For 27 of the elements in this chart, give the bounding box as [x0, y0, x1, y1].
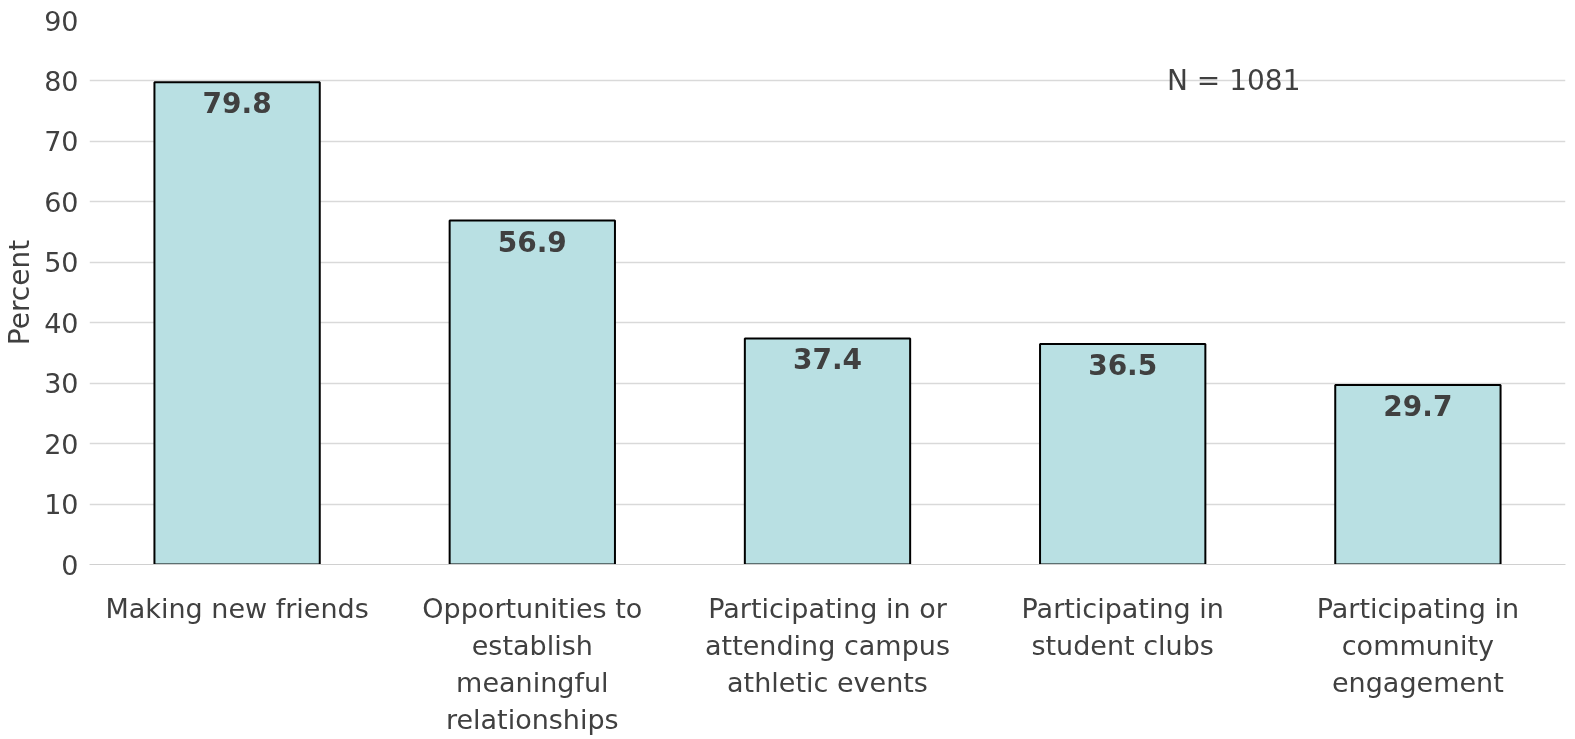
y-tick-label: 60: [44, 186, 79, 218]
y-tick-label: 80: [44, 65, 79, 97]
bar: [743, 337, 912, 565]
data-label: 56.9: [497, 225, 567, 259]
y-tick-label: 90: [44, 5, 79, 37]
y-axis-title: Percent: [3, 239, 37, 346]
bar: [1039, 342, 1207, 565]
data-label: 29.7: [1383, 389, 1453, 423]
annotation: N = 1081: [1166, 63, 1301, 97]
bar: [448, 219, 616, 565]
y-tick-label: 50: [44, 247, 79, 279]
y-tick-label: 30: [44, 368, 79, 400]
y-tick-label: 40: [44, 307, 79, 339]
data-label: 79.8: [202, 87, 272, 121]
data-label: 37.4: [792, 343, 863, 377]
x-tick-label: Participating in student clubs: [1021, 592, 1224, 661]
y-tick-label: 10: [44, 489, 79, 521]
y-tick-label: 0: [61, 549, 79, 581]
y-tick-label: 70: [44, 126, 79, 158]
bar: [153, 81, 321, 565]
x-tick-label: Opportunities to establish meaningful relationships: [422, 592, 643, 736]
x-tick-label: Participating in or attending campus athletic events: [705, 592, 950, 698]
bar: [1334, 383, 1502, 565]
x-tick-label: Making new friends: [105, 592, 369, 624]
x-tick-label: Participating in community engagement: [1316, 592, 1520, 698]
data-label: 36.5: [1088, 348, 1158, 382]
y-tick-label: 20: [44, 428, 79, 460]
